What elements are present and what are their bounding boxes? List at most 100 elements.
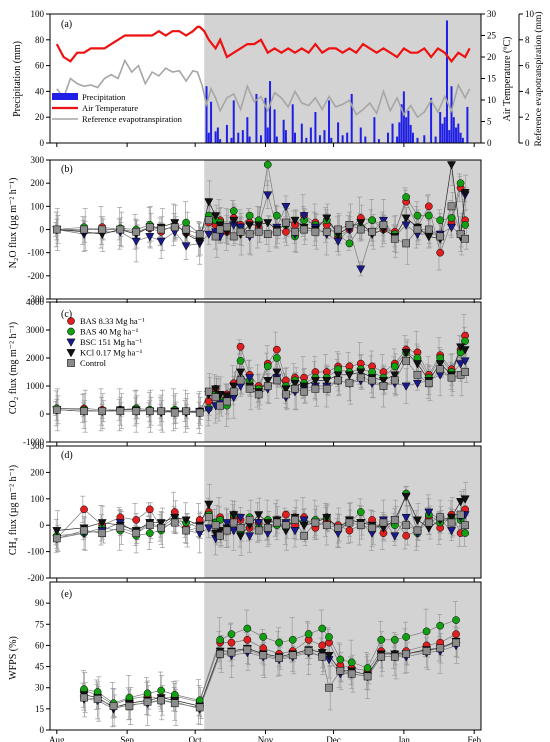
y-tick-label-a: 0 <box>40 138 45 148</box>
precipitation-bar <box>210 101 213 143</box>
data-point-e-bas-40 <box>402 633 410 641</box>
y-tick-label-air-temperature: 25 <box>487 31 497 41</box>
y-tick-label-c: 1000 <box>26 381 45 391</box>
data-point-e-bas-40 <box>227 630 236 639</box>
data-point-c-bsc-151 <box>460 357 470 366</box>
data-point-e-control <box>80 693 88 702</box>
data-point-c-control <box>157 407 166 416</box>
data-point-d-control <box>456 510 465 519</box>
data-point-c-control <box>322 384 331 393</box>
data-point-b-kcl <box>229 216 239 226</box>
precipitation-bar <box>434 136 437 143</box>
precipitation-bar <box>386 132 389 143</box>
shaded-period-layer <box>204 14 481 730</box>
legend-marker-bsc-151 <box>66 338 76 347</box>
precipitation-bar <box>219 139 222 143</box>
legend-air-temperature-label: Air Temperature <box>82 103 138 113</box>
legend-marker-kcl <box>66 349 76 358</box>
data-point-b-bas-40 <box>229 207 238 215</box>
precipitation-bar <box>364 136 367 143</box>
data-point-d-kcl <box>156 519 166 528</box>
y-axis-title-air-temperature: Air Temperature (ºC) <box>502 37 513 122</box>
precipitation-bar <box>373 117 376 143</box>
data-point-c-kcl <box>211 385 221 394</box>
precipitation-bar <box>255 93 258 143</box>
y-tick-label-b: 300 <box>31 155 45 165</box>
data-point-c-control <box>390 376 399 385</box>
data-point-d-kcl <box>460 495 470 504</box>
data-point-e-bas-8-33 <box>452 630 460 639</box>
data-point-d-kcl <box>170 513 180 523</box>
data-point-b-bas-40 <box>272 211 281 220</box>
data-point-b-kcl <box>170 219 180 228</box>
data-point-d-kcl <box>412 516 423 525</box>
data-point-b-bsc-151 <box>356 265 366 274</box>
data-point-e-bas-40 <box>377 635 386 644</box>
data-point-d-control <box>132 529 141 537</box>
data-point-e-bas-40 <box>347 658 356 667</box>
precipitation-bar <box>259 135 262 143</box>
precipitation-bar <box>269 81 272 143</box>
data-point-c-bas-40 <box>263 362 272 371</box>
x-tick-label-oct: Oct <box>189 735 202 742</box>
precipitation-bar <box>275 136 278 143</box>
data-point-b-control <box>322 227 331 236</box>
precipitation-bar <box>341 135 344 143</box>
x-tick-label-aug: Aug <box>49 735 65 742</box>
precipitation-bar <box>455 127 458 143</box>
data-point-b-kcl <box>245 221 255 230</box>
data-point-c-control <box>132 407 141 416</box>
data-point-b-control <box>424 225 433 234</box>
data-point-b-control <box>447 202 456 211</box>
data-point-c-bsc-151 <box>401 382 411 391</box>
precipitation-bar <box>237 132 240 143</box>
data-point-b-kcl <box>424 233 434 242</box>
data-point-d-kcl <box>236 532 246 541</box>
data-point-b-control <box>345 221 354 229</box>
data-point-e-bas-40 <box>422 627 431 636</box>
precipitation-bar <box>266 127 269 143</box>
data-point-c-control <box>461 368 469 376</box>
precipitation-bar <box>216 127 219 143</box>
precipitation-bar <box>282 119 285 143</box>
data-point-b-control <box>272 227 281 236</box>
data-point-b-bas-8-33 <box>424 202 433 211</box>
data-point-d-bsc-151 <box>299 516 309 525</box>
precipitation-bar <box>207 132 210 143</box>
precipitation-bar <box>407 110 410 143</box>
precipitation-bar <box>248 136 251 143</box>
data-point-e-control <box>336 666 345 675</box>
data-point-b-control <box>132 227 141 236</box>
data-point-e-bas-8-33 <box>243 635 252 644</box>
y-axis-title-precipitation: Precipitation (mm) <box>12 41 23 117</box>
data-point-b-kcl <box>401 214 411 223</box>
data-point-c-kcl <box>435 360 445 369</box>
data-point-d-control <box>322 521 331 530</box>
data-point-b-control <box>402 239 410 248</box>
data-point-e-control <box>402 650 410 658</box>
data-point-b-control <box>456 230 465 238</box>
data-point-d-control <box>379 518 388 527</box>
data-point-e-control <box>377 652 386 661</box>
data-point-e-bas-40 <box>390 635 399 644</box>
y-tick-label-a: 80 <box>35 35 45 45</box>
y-tick-label-air-temperature: 10 <box>487 95 497 105</box>
data-point-d-bas-8-33 <box>80 505 88 514</box>
y-tick-label-c: 4000 <box>26 297 45 307</box>
data-point-e-control <box>347 669 356 678</box>
y-tick-label-air-temperature: 5 <box>487 117 492 127</box>
precipitation-bar <box>225 124 228 143</box>
data-point-c-bsc-151 <box>456 360 466 369</box>
data-point-d-bas-40 <box>145 529 154 537</box>
data-point-b-kcl <box>204 198 214 207</box>
data-point-b-bas-40 <box>182 218 190 227</box>
data-point-b-control <box>145 223 154 232</box>
panel-label-d: (d) <box>61 450 73 461</box>
data-point-d-control <box>356 521 365 530</box>
data-point-c-control <box>356 373 365 382</box>
data-point-e-control <box>125 702 134 710</box>
data-point-c-bas-8-33 <box>236 342 245 351</box>
y-tick-label-d: 300 <box>31 441 45 451</box>
data-point-b-bsc-151 <box>263 191 273 200</box>
y-tick-label-b: 0 <box>40 225 45 235</box>
